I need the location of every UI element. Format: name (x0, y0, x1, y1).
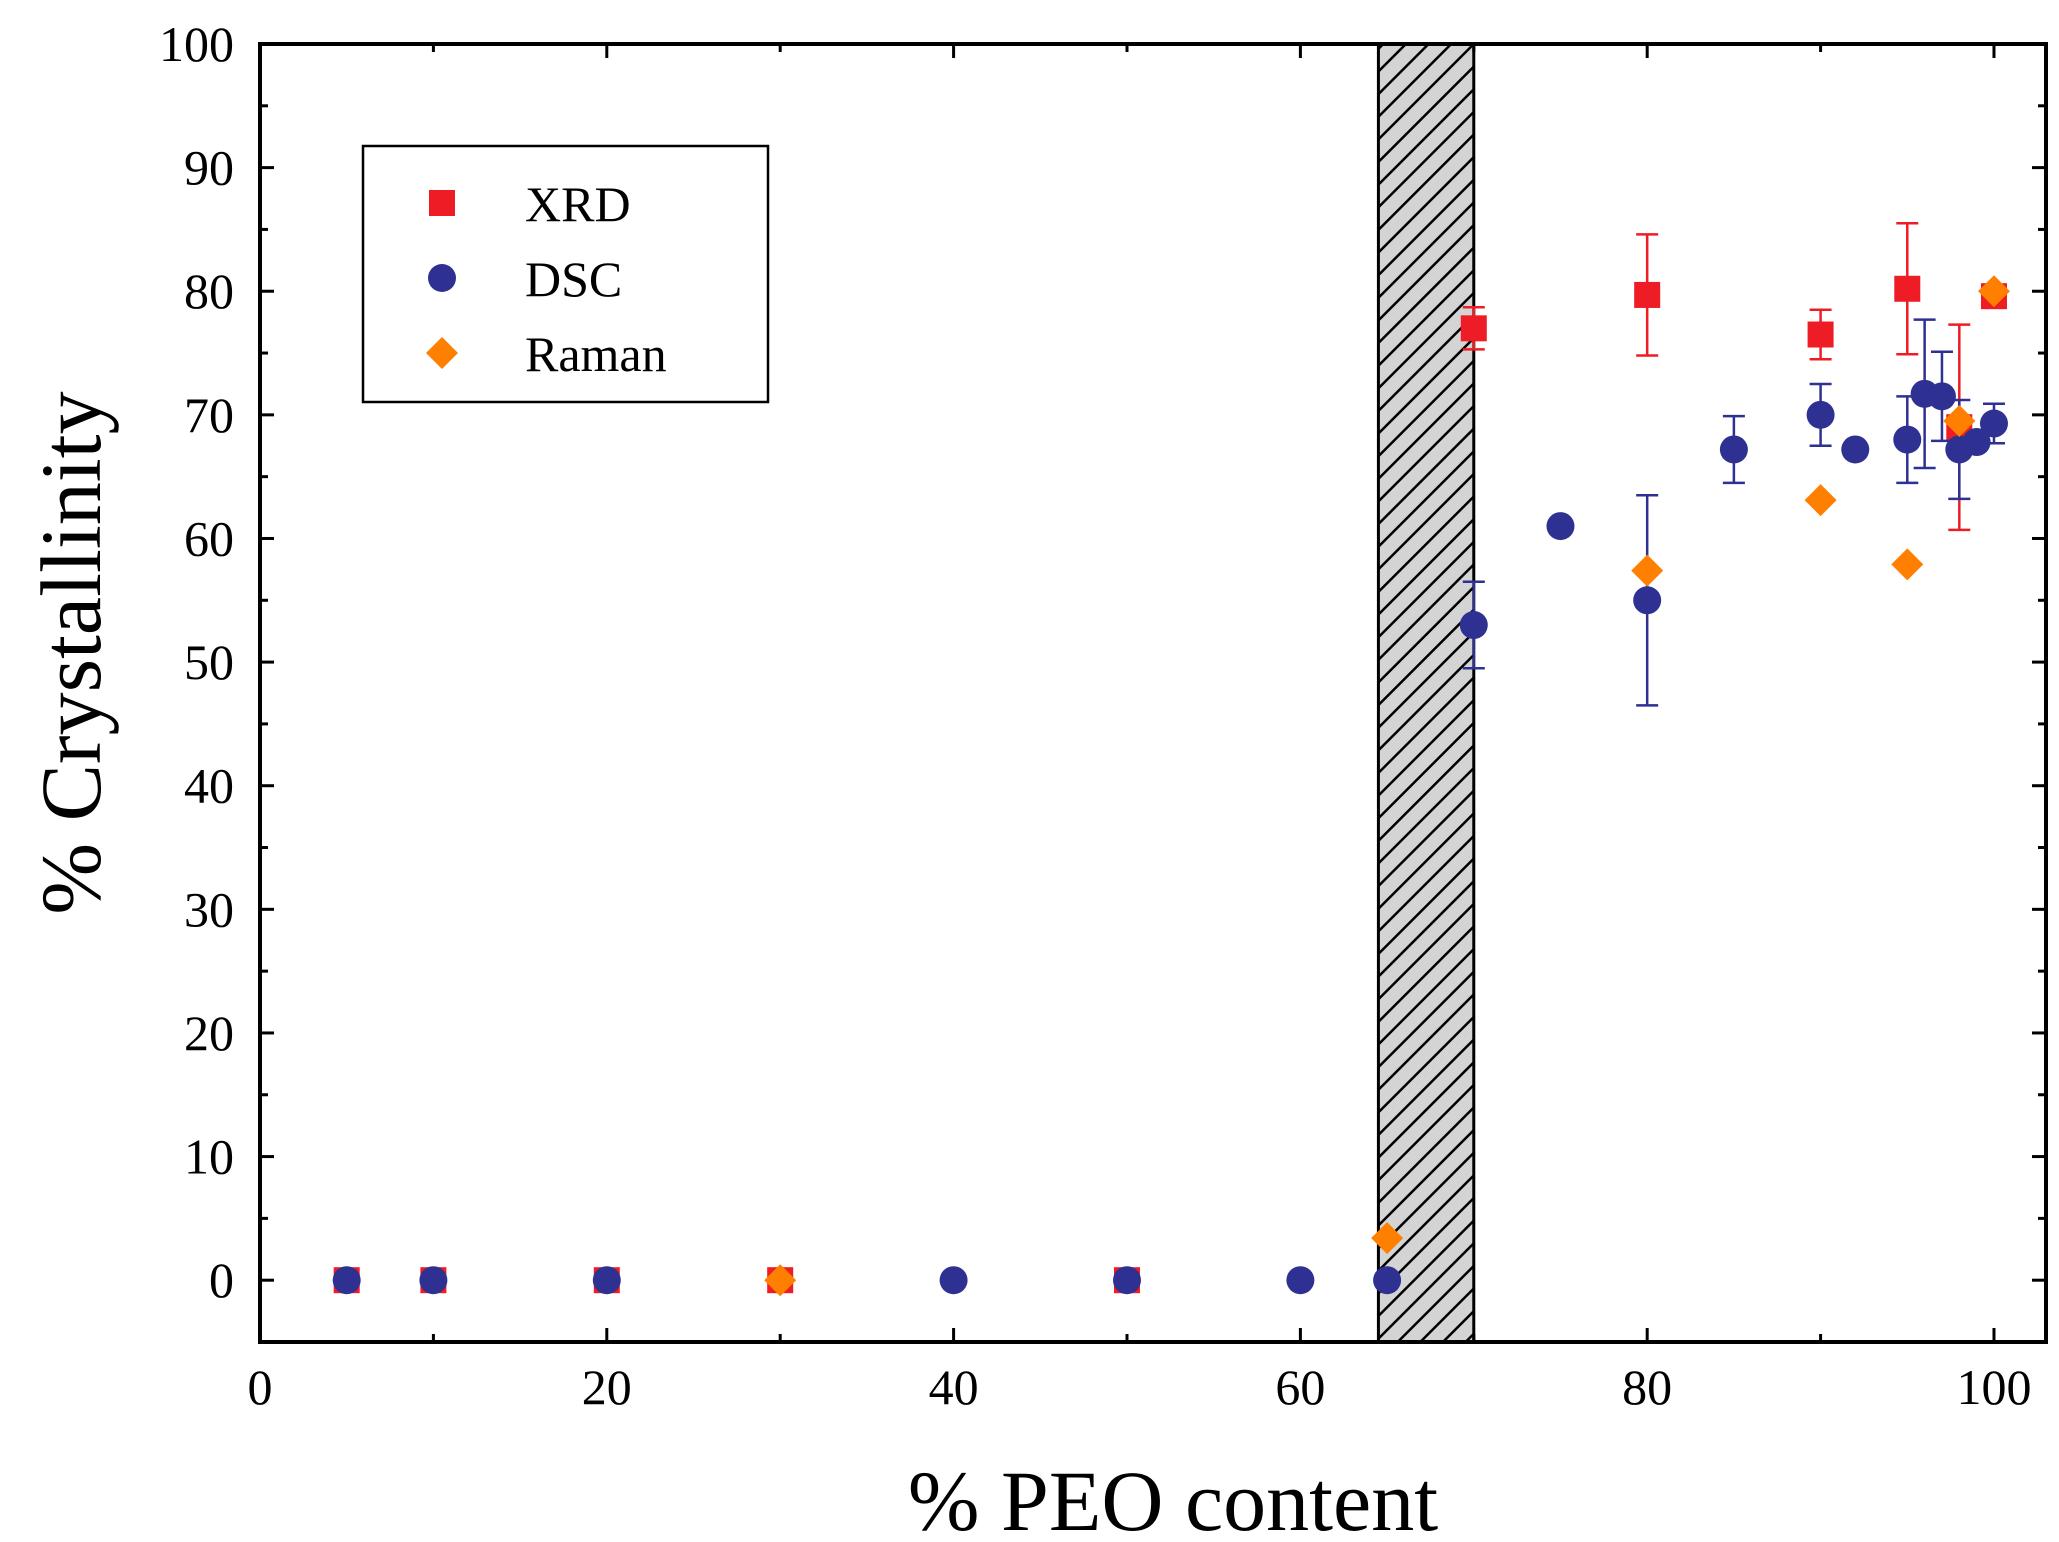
data-point-xrd (1894, 275, 1921, 302)
x-tick-label: 60 (1275, 1359, 1325, 1415)
data-point-dsc (1286, 1266, 1315, 1295)
data-point-dsc (939, 1266, 968, 1295)
y-tick-label: 10 (184, 1129, 234, 1185)
data-point-dsc (1112, 1266, 1141, 1295)
data-point-dsc (1546, 512, 1575, 541)
x-tick-label: 20 (582, 1359, 632, 1415)
y-tick-label: 50 (184, 634, 234, 690)
data-point-dsc (1806, 400, 1835, 429)
y-tick-label: 20 (184, 1005, 234, 1061)
y-tick-label: 70 (184, 387, 234, 443)
hatched-region (1376, 42, 1476, 1344)
data-point-dsc (419, 1266, 448, 1295)
axis-ticks: 0 20 40 60 80 100 0 10 20 30 40 50 60 70 80 90 100 (159, 16, 2046, 1415)
shaded-region (1376, 42, 1476, 1344)
y-tick-label: 0 (209, 1252, 234, 1308)
legend-label-xrd: XRD (525, 176, 631, 232)
data-point-dsc (592, 1266, 621, 1295)
y-tick-label: 90 (184, 140, 234, 196)
x-tick-label: 80 (1622, 1359, 1672, 1415)
y-tick-label: 40 (184, 758, 234, 814)
data-point-dsc (1962, 428, 1991, 457)
data-point-dsc (1719, 435, 1748, 464)
data-point-dsc (332, 1266, 361, 1295)
plot-frame (258, 42, 2048, 1344)
data-point-raman (764, 1264, 797, 1297)
legend-marker-xrd (429, 190, 455, 216)
data-point-raman (1977, 275, 2010, 308)
data-point-dsc (1459, 611, 1488, 640)
legend-marker-raman (426, 337, 458, 369)
data-point-dsc (1893, 425, 1922, 454)
y-tick-label: 100 (159, 16, 234, 72)
data-point-dsc (1927, 382, 1956, 411)
data-point-xrd (1634, 281, 1661, 308)
data-series (332, 221, 2010, 1297)
series-dsc (332, 318, 2008, 1295)
x-tick-label: 0 (248, 1359, 273, 1415)
y-axis-title: % Crystallinity (23, 391, 119, 914)
data-point-dsc (1633, 586, 1662, 615)
data-point-xrd (1807, 321, 1834, 348)
y-tick-label: 60 (184, 510, 234, 566)
data-point-raman (1943, 405, 1976, 438)
x-tick-label: 100 (1956, 1359, 2031, 1415)
data-point-raman (1804, 484, 1837, 517)
data-point-xrd (1460, 315, 1487, 342)
data-point-raman (1371, 1222, 1404, 1255)
data-point-dsc (1841, 435, 1870, 464)
legend-marker-dsc (428, 264, 456, 292)
y-tick-label: 30 (184, 881, 234, 937)
x-tick-label: 40 (929, 1359, 979, 1415)
legend-label-raman: Raman (525, 326, 667, 382)
legend: XRD DSC Raman (361, 144, 770, 404)
data-point-dsc (1373, 1266, 1402, 1295)
x-axis-title: % PEO content (908, 1453, 1438, 1542)
series-raman (764, 275, 2010, 1297)
data-point-raman (1891, 548, 1924, 581)
legend-label-dsc: DSC (525, 251, 622, 307)
data-point-dsc (1979, 409, 2008, 438)
data-point-raman (1631, 554, 1664, 587)
y-tick-label: 80 (184, 263, 234, 319)
